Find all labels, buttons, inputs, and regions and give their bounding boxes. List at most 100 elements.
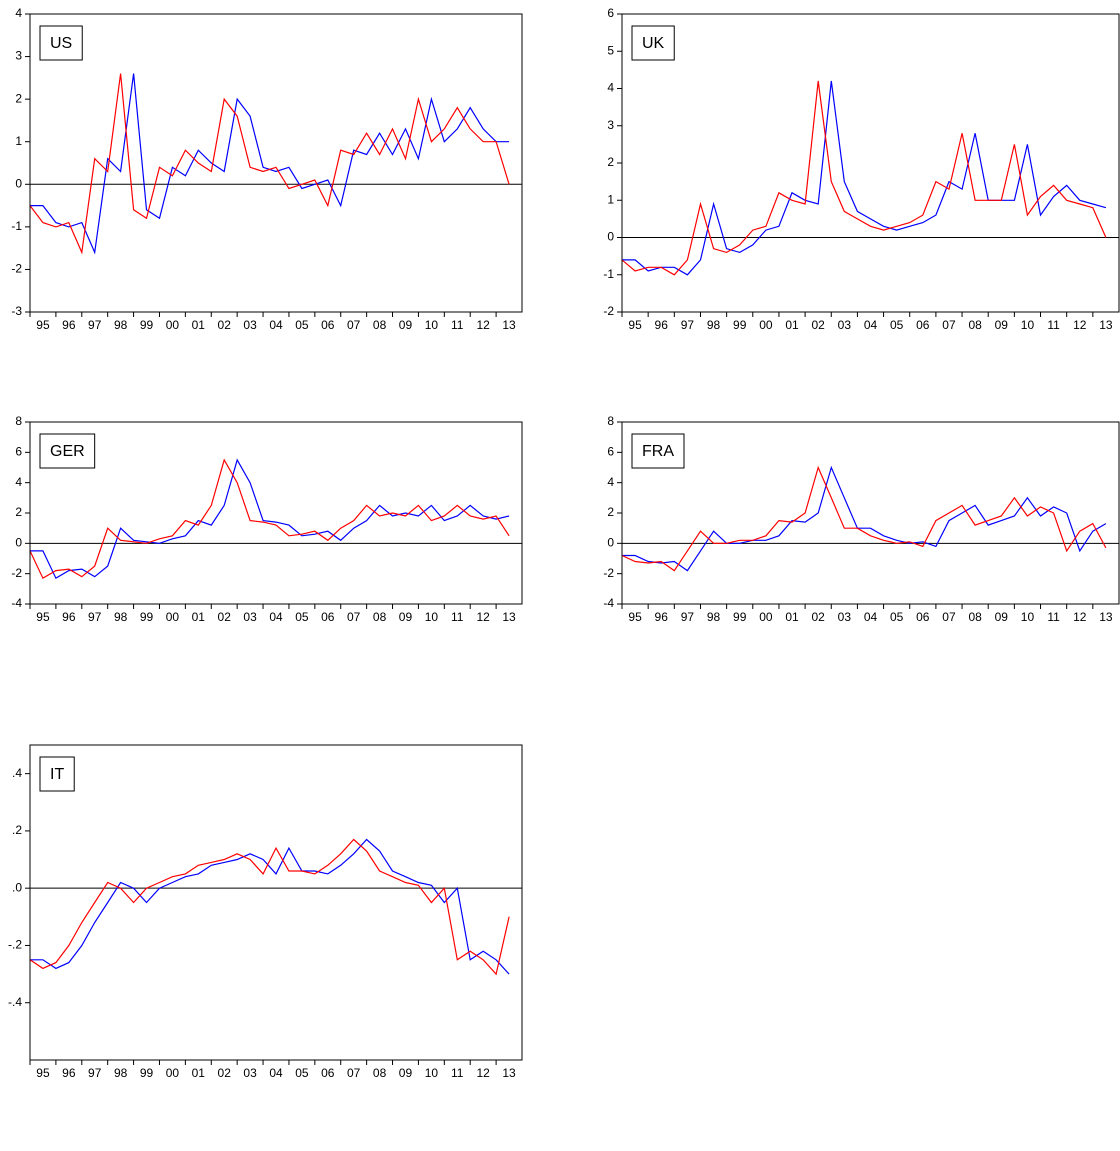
plot-frame [29,13,523,313]
x-tick-label: 09 [399,1066,413,1080]
x-tick-label: 05 [295,610,309,624]
x-tick-label: 04 [864,610,878,624]
x-tick-label: 96 [62,318,76,332]
x-tick-label: 04 [269,1066,283,1080]
x-tick-label: 00 [759,318,773,332]
y-tick-label: 1 [607,192,614,206]
series-line [622,465,1107,572]
x-tick-label: 95 [36,610,50,624]
y-tick-label: 4 [15,475,22,489]
x-tick-label: 00 [166,610,180,624]
x-tick-label: 13 [502,610,516,624]
x-tick-label: 01 [192,1066,206,1080]
x-tick-label: 01 [192,610,206,624]
x-tick-label: 13 [1099,610,1113,624]
x-tick-label: 06 [916,610,930,624]
x-tick-label: 07 [347,1066,361,1080]
y-tick-label: 3 [15,49,22,63]
series-line [30,838,510,975]
y-tick-label: -1 [11,219,22,233]
y-tick-label: 2 [607,505,614,519]
y-tick-label: 2 [15,91,22,105]
y-tick-label: 4 [15,6,22,20]
x-tick-label: 95 [628,318,642,332]
x-tick-label: 00 [166,1066,180,1080]
chart-title: UK [642,35,665,52]
x-tick-label: 03 [243,610,257,624]
x-tick-label: 10 [1021,610,1035,624]
y-tick-label: -4 [11,596,22,610]
x-tick-label: 08 [373,610,387,624]
x-tick-label: 01 [785,318,799,332]
x-tick-label: 12 [476,610,490,624]
y-tick-label: -.2 [8,938,22,952]
x-tick-label: 10 [425,318,439,332]
title-box [631,25,675,61]
x-tick-label: 04 [864,318,878,332]
x-tick-label: 98 [114,610,128,624]
x-tick-label: 07 [942,610,956,624]
x-tick-label: 01 [785,610,799,624]
chart-title: IT [50,766,64,783]
y-tick-label: -2 [11,566,22,580]
y-tick-label: 5 [607,43,614,57]
x-tick-label: 06 [321,1066,335,1080]
x-tick-label: 10 [425,1066,439,1080]
x-tick-label: 10 [1021,318,1035,332]
x-tick-label: 98 [114,1066,128,1080]
x-tick-label: 99 [733,318,747,332]
x-tick-label: 99 [140,318,154,332]
chart-title: FRA [642,443,674,460]
x-tick-label: 02 [812,318,826,332]
y-tick-label: 2 [15,505,22,519]
x-tick-label: 06 [321,610,335,624]
x-tick-label: 09 [995,318,1009,332]
x-tick-label: 13 [502,1066,516,1080]
title-box [631,433,685,469]
y-tick-label: 4 [607,81,614,95]
x-tick-label: 09 [399,318,413,332]
y-tick-label: .2 [12,823,22,837]
x-tick-label: 97 [88,1066,102,1080]
series-line [29,458,510,580]
y-tick-label: -2 [11,262,22,276]
x-tick-label: 10 [425,610,439,624]
x-tick-label: 12 [476,1066,490,1080]
x-tick-label: 05 [890,610,904,624]
series-line [621,80,1107,276]
x-tick-label: 00 [759,610,773,624]
x-tick-label: 12 [476,318,490,332]
x-tick-label: 11 [451,318,464,332]
x-tick-label: 97 [681,318,695,332]
y-tick-label: -2 [603,566,614,580]
x-tick-label: 12 [1073,318,1087,332]
x-tick-label: 13 [1099,318,1113,332]
x-tick-label: 01 [192,318,206,332]
y-tick-label: 1 [15,134,22,148]
series-line [29,73,510,255]
x-tick-label: 03 [838,318,852,332]
y-tick-label: .0 [12,880,22,894]
plot-frame [621,13,1120,313]
x-tick-label: 12 [1073,610,1087,624]
x-tick-label: 04 [269,318,283,332]
series-line [622,80,1107,276]
title-box [39,433,96,469]
x-tick-label: 07 [347,610,361,624]
series-line [30,458,510,580]
y-tick-label: 0 [607,536,614,550]
y-tick-label: .4 [12,766,22,780]
x-tick-label: 97 [681,610,695,624]
y-tick-label: -2 [603,304,614,318]
x-tick-label: 97 [88,318,102,332]
x-tick-label: 11 [451,610,464,624]
x-tick-label: 98 [707,610,721,624]
series-line [29,838,510,976]
x-tick-label: 11 [1047,318,1060,332]
x-tick-label: 07 [942,318,956,332]
x-tick-label: 05 [295,1066,309,1080]
y-tick-label: 6 [15,445,22,459]
y-tick-label: 3 [607,118,614,132]
plot-frame [29,421,523,605]
